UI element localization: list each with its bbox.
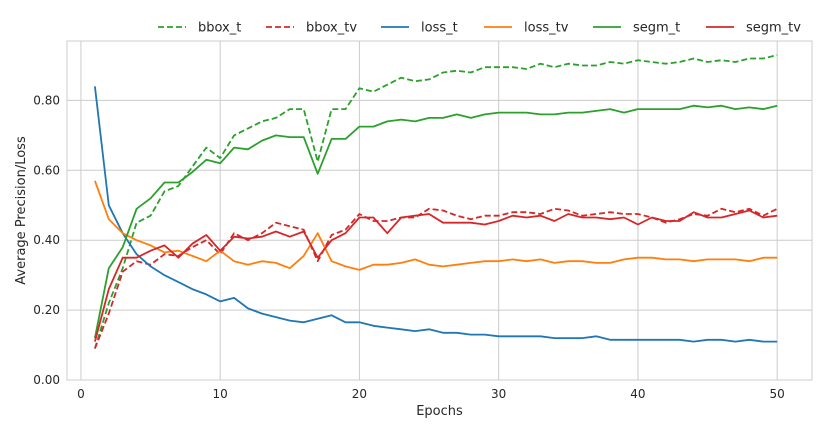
series-line-loss-tv xyxy=(94,180,778,271)
series-line-segm-t xyxy=(94,104,778,339)
x-axis-ticks: 0 10 20 30 40 50 xyxy=(77,387,785,401)
series-line-segm-tv xyxy=(94,209,778,342)
legend-label-bbox-t: bbox_t xyxy=(198,21,241,36)
y-tick-label: 0.80 xyxy=(33,93,60,107)
series-line-bbox-t xyxy=(94,54,778,349)
series-line-bbox-tv xyxy=(94,207,778,349)
plot-frame xyxy=(66,40,813,381)
x-tick-label: 0 xyxy=(77,387,85,401)
x-tick-label: 20 xyxy=(352,387,367,401)
y-axis-ticks: 0.00 0.20 0.40 0.60 0.80 xyxy=(33,93,60,387)
y-tick-label: 0.20 xyxy=(33,303,60,317)
legend-label-loss-tv: loss_tv xyxy=(524,21,569,36)
plot-background xyxy=(67,41,812,380)
legend-label-loss-t: loss_t xyxy=(421,21,458,36)
series-line-loss-t xyxy=(94,86,778,343)
x-axis-title: Epochs xyxy=(416,404,463,419)
x-tick-label: 30 xyxy=(491,387,506,401)
series-lines xyxy=(94,54,778,349)
legend-label-segm-tv: segm_tv xyxy=(746,21,801,36)
x-tick-label: 40 xyxy=(630,387,645,401)
y-tick-label: 0.00 xyxy=(33,373,60,387)
y-axis-title: Average Precision/Loss xyxy=(14,136,29,285)
x-tick-label: 10 xyxy=(213,387,228,401)
x-tick-label: 50 xyxy=(770,387,785,401)
legend-label-bbox-tv: bbox_tv xyxy=(306,21,357,36)
legend-label-segm-t: segm_t xyxy=(633,21,680,36)
y-tick-label: 0.40 xyxy=(33,233,60,247)
y-tick-label: 0.60 xyxy=(33,163,60,177)
legend: bbox_t bbox_tv loss_t loss_tv segm_t segm_tv xyxy=(158,21,801,36)
